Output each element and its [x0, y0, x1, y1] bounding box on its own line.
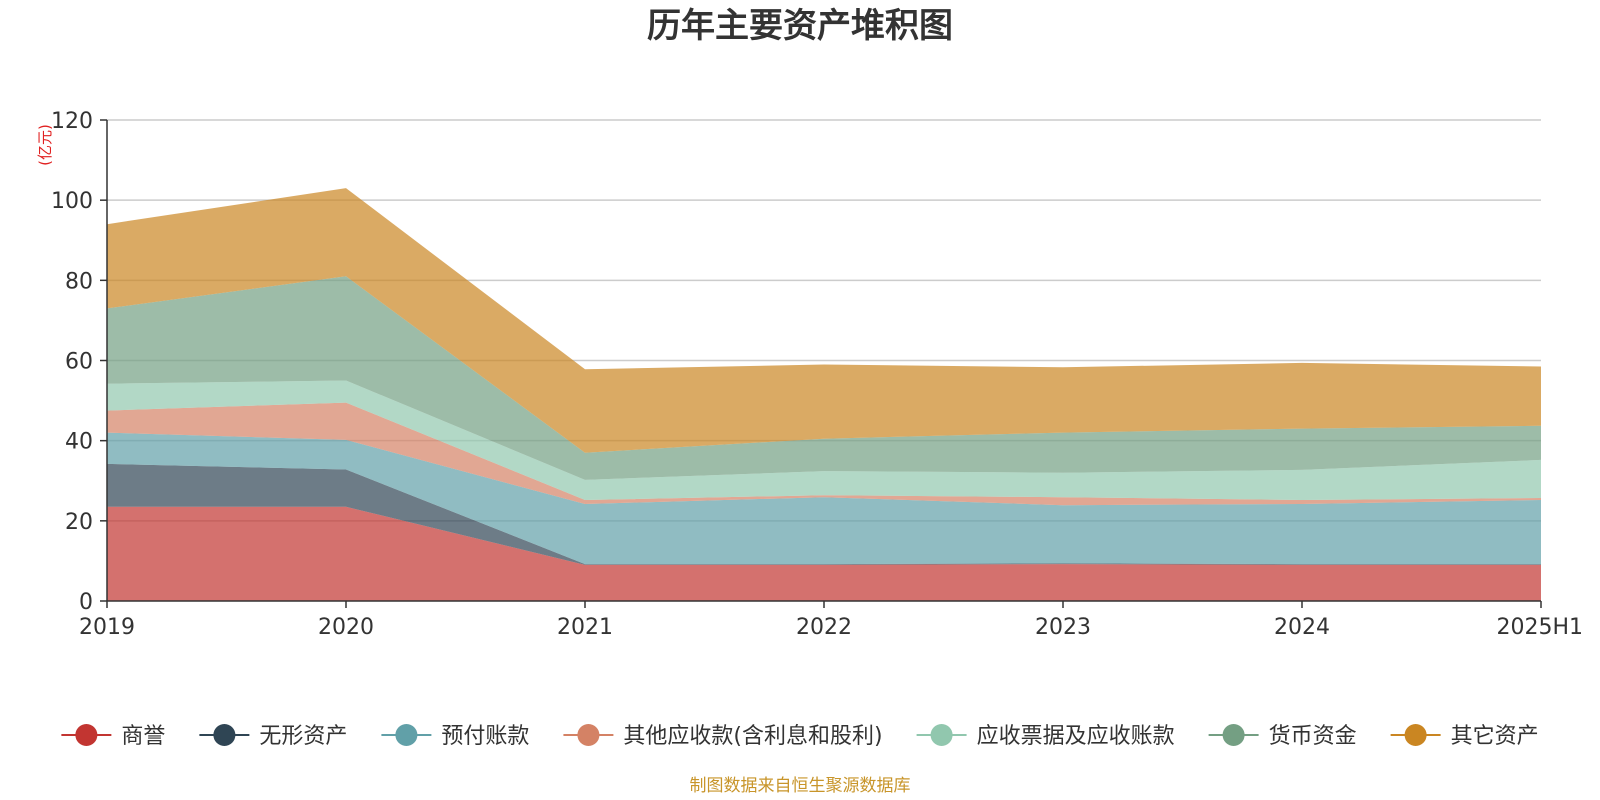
- legend-item-3[interactable]: 其他应收款(含利息和股利): [563, 724, 883, 749]
- legend-marker-dot-4: [930, 724, 953, 746]
- x-tick-label-5: 2024: [1274, 615, 1330, 640]
- legend-label-4: 应收票据及应收账款: [977, 724, 1175, 749]
- legend-item-0[interactable]: 商誉: [61, 724, 165, 749]
- source-note: 制图数据来自恒生聚源数据库: [690, 776, 911, 796]
- x-tick-label-4: 2023: [1035, 615, 1091, 640]
- y-tick-label-40: 40: [65, 430, 93, 455]
- y-tick-label-100: 100: [51, 189, 93, 214]
- legend-marker-dot-5: [1222, 724, 1245, 746]
- y-tick-label-0: 0: [79, 590, 93, 615]
- legend[interactable]: 商誉 无形资产 预付账款 其他应收款(含利息和股利) 应收票据及应收账款 货币资金 其它资产: [61, 724, 1539, 749]
- axes: 0 20 40 60 80 100 120 2019 2020 2021 2022 2023 2024 2…: [51, 109, 1583, 640]
- area-series-3: [107, 402, 1541, 506]
- x-tick-label-1: 2020: [318, 615, 374, 640]
- area-series-1: [107, 463, 1541, 565]
- y-axis-unit-label: (亿元): [36, 124, 54, 166]
- legend-item-4[interactable]: 应收票据及应收账款: [916, 724, 1175, 749]
- legend-label-3: 其他应收款(含利息和股利): [623, 724, 882, 749]
- legend-label-6: 其它资产: [1451, 724, 1539, 749]
- legend-label-0: 商誉: [121, 724, 165, 749]
- legend-label-2: 预付账款: [441, 724, 529, 749]
- legend-marker-dot-6: [1404, 724, 1427, 746]
- x-tick-label-2: 2021: [557, 615, 613, 640]
- x-tick-label-6: 2025H1: [1496, 615, 1583, 640]
- legend-marker-dot-2: [395, 724, 418, 746]
- area-series-layer: [107, 188, 1541, 601]
- legend-marker-dot-0: [75, 724, 98, 746]
- legend-label-1: 无形资产: [259, 724, 347, 749]
- area-series-6: [107, 188, 1541, 453]
- legend-marker-dot-3: [577, 724, 600, 746]
- area-series-5: [107, 276, 1541, 480]
- y-tick-label-60: 60: [65, 350, 93, 375]
- area-series-0: [107, 506, 1541, 601]
- legend-item-6[interactable]: 其它资产: [1390, 724, 1539, 749]
- legend-label-5: 货币资金: [1269, 724, 1357, 749]
- legend-marker-dot-1: [213, 724, 236, 746]
- area-series-2: [107, 432, 1541, 565]
- chart-title: 历年主要资产堆积图: [647, 6, 953, 46]
- y-tick-label-20: 20: [65, 510, 93, 535]
- x-tick-label-3: 2022: [796, 615, 852, 640]
- area-series-4: [107, 380, 1541, 500]
- x-tick-label-0: 2019: [79, 615, 135, 640]
- legend-item-1[interactable]: 无形资产: [199, 724, 347, 749]
- legend-item-5[interactable]: 货币资金: [1208, 724, 1357, 749]
- legend-item-2[interactable]: 预付账款: [381, 724, 529, 749]
- y-tick-label-80: 80: [65, 269, 93, 294]
- y-tick-label-120: 120: [51, 109, 93, 134]
